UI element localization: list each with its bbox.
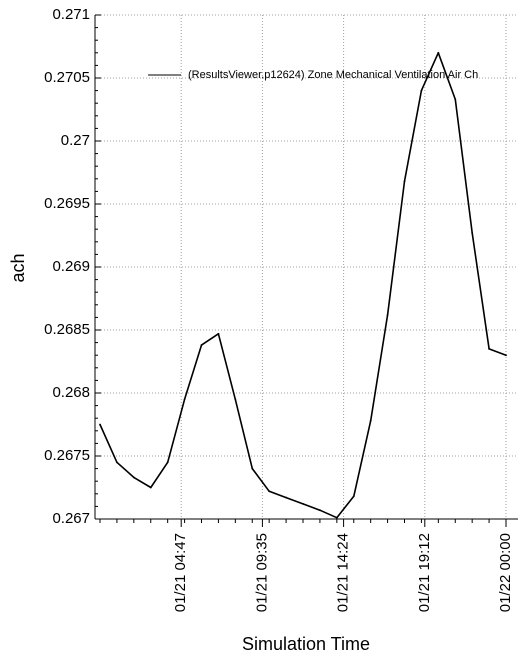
data-point [420, 89, 423, 92]
series-line [99, 51, 507, 519]
data-point [319, 509, 321, 512]
legend-label: (ResultsViewer.p12624) Zone Mechanical V… [188, 69, 478, 81]
data-point [386, 313, 389, 316]
data-point [149, 486, 152, 489]
data-point [285, 496, 287, 499]
x-tick-label: 01/21 04:47 [172, 533, 189, 612]
y-tick-label: 0.2685 [44, 321, 90, 338]
data-point [234, 398, 237, 401]
y-tick-label: 0.2705 [44, 69, 90, 86]
x-tick-label: 01/21 19:12 [416, 533, 433, 612]
data-point [302, 502, 304, 505]
y-tick-label: 0.269 [52, 258, 90, 275]
y-tick-label: 0.27 [61, 132, 90, 149]
data-point [251, 467, 254, 470]
x-tick-label: 01/21 09:35 [253, 533, 270, 612]
data-point [132, 476, 135, 479]
y-tick-label: 0.267 [52, 510, 90, 527]
y-tick-label: 0.2675 [44, 447, 90, 464]
y-tick-label: 0.2695 [44, 195, 90, 212]
data-point [217, 332, 220, 335]
x-axis-title: Simulation Time [242, 634, 370, 654]
y-axis: 0.267 0.2675 0.268 0.2685 0.269 0.2695 0.27 0.2… [44, 6, 101, 527]
data-point [403, 180, 406, 183]
x-axis: 01/21 04:47 01/21 09:35 01/21 14:24 01/21 1… [99, 519, 514, 612]
legend: (ResultsViewer.p12624) Zone Mechanical V… [148, 69, 478, 81]
y-axis-title: ach [8, 253, 28, 282]
data-point [352, 495, 355, 498]
data-point [183, 398, 186, 401]
data-point [505, 354, 507, 357]
grid-lines [95, 14, 518, 520]
data-point [268, 490, 271, 493]
data-point [200, 344, 203, 347]
data-point [116, 461, 118, 464]
data-point [437, 51, 440, 54]
data-point [335, 516, 338, 519]
data-point [471, 232, 474, 234]
data-point [454, 98, 457, 101]
y-tick-label: 0.271 [52, 6, 90, 23]
data-point [99, 423, 101, 426]
data-point [488, 348, 490, 350]
x-tick-label: 01/21 14:24 [335, 533, 352, 612]
x-tick-label: 01/22 00:00 [497, 533, 514, 612]
data-point [166, 461, 169, 464]
y-tick-label: 0.268 [52, 384, 90, 401]
data-point [369, 419, 372, 422]
series-group [99, 51, 507, 519]
